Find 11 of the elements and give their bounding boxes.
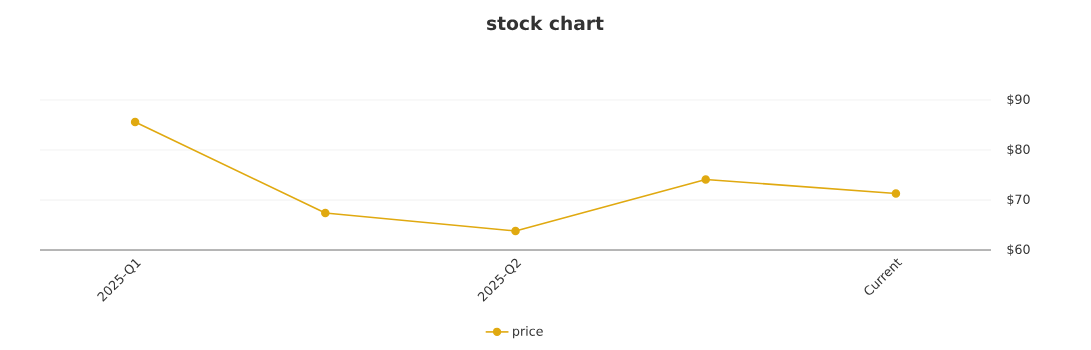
y-tick-label: $80	[1007, 144, 1030, 156]
y-tick-label: $60	[1007, 244, 1030, 256]
point	[891, 189, 901, 198]
y-tick-label: $90	[1007, 94, 1030, 106]
point	[511, 226, 520, 236]
y-tick-label: $70	[1007, 194, 1030, 206]
point	[701, 175, 710, 184]
legend-label: price	[513, 326, 543, 339]
point	[130, 117, 140, 127]
point	[321, 208, 330, 218]
chart-title: stock chart	[487, 15, 604, 31]
